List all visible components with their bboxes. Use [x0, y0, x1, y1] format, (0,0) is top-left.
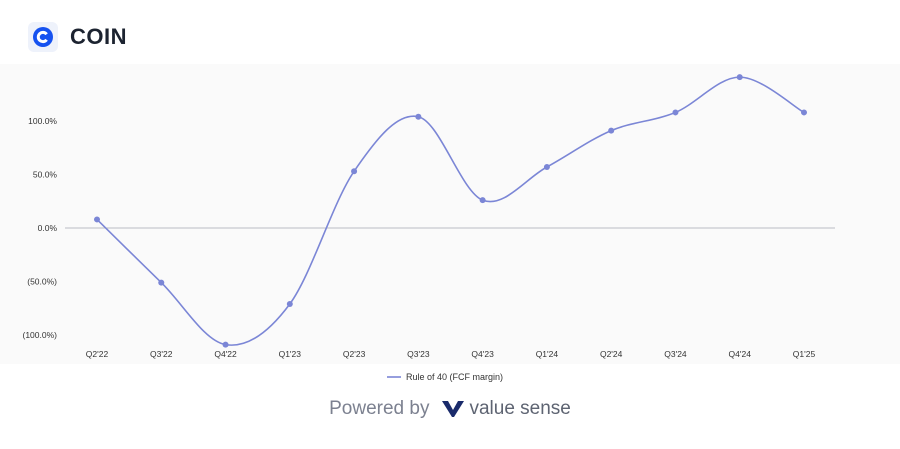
- x-tick-label: Q2'22: [86, 349, 109, 359]
- x-tick-label: Q3'23: [407, 349, 430, 359]
- powered-by-text: Powered by: [329, 398, 430, 419]
- ticker-title: COIN: [70, 24, 127, 49]
- y-tick-label: 50.0%: [33, 170, 58, 180]
- x-tick-label: Q1'24: [536, 349, 559, 359]
- data-point: [286, 300, 293, 307]
- data-point: [543, 164, 550, 171]
- data-point: [736, 74, 743, 81]
- x-tick-label: Q3'24: [664, 349, 687, 359]
- data-point: [94, 216, 100, 223]
- x-tick-label: Q1'25: [793, 349, 816, 359]
- data-point: [158, 279, 165, 286]
- brand-name: value sense: [469, 398, 571, 419]
- data-point: [415, 113, 422, 120]
- x-tick-label: Q4'24: [729, 349, 752, 359]
- legend-label: Rule of 40 (FCF margin): [406, 372, 503, 382]
- y-tick-label: (50.0%): [27, 277, 57, 287]
- plot-background: [0, 64, 900, 364]
- x-tick-label: Q2'24: [600, 349, 623, 359]
- x-tick-label: Q1'23: [279, 349, 302, 359]
- y-tick-label: 0.0%: [38, 223, 58, 233]
- x-tick-label: Q4'22: [214, 349, 237, 359]
- data-point: [801, 109, 807, 116]
- header: COIN: [28, 22, 127, 52]
- x-tick-label: Q2'23: [343, 349, 366, 359]
- x-tick-label: Q3'22: [150, 349, 173, 359]
- footer: Powered by value sense: [0, 398, 900, 420]
- brand-link[interactable]: value sense: [441, 398, 571, 420]
- data-point: [479, 197, 486, 204]
- y-tick-label: (100.0%): [23, 330, 58, 340]
- series-line: [96, 76, 805, 346]
- data-point: [222, 341, 229, 348]
- x-tick-label: Q4'23: [471, 349, 494, 359]
- y-tick-label: 100.0%: [28, 116, 57, 126]
- data-point: [351, 168, 358, 175]
- valuesense-v-icon: [442, 401, 465, 417]
- data-point: [672, 109, 679, 116]
- data-point: [608, 127, 615, 134]
- coinbase-logo-icon: [28, 22, 58, 52]
